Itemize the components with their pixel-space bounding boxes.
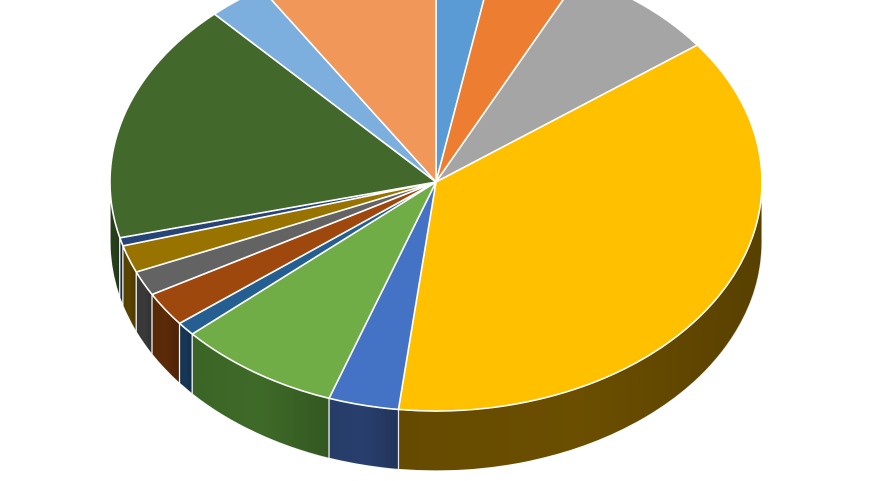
pie-slice-12 — [109, 13, 437, 239]
pie-slice-side-9 — [135, 271, 153, 356]
pie-slice-3 — [435, 0, 699, 183]
pie-slice-13 — [213, 0, 437, 183]
pie-slice-side-5 — [328, 397, 400, 471]
pie-slices — [109, 0, 763, 412]
pie-slice-6 — [191, 181, 437, 400]
pie-slice-side-7 — [178, 322, 193, 395]
pie-slice-side-shade — [192, 334, 330, 459]
pie-slice-4 — [397, 44, 763, 412]
pie-slice-side-shade — [179, 323, 193, 395]
pie-sides — [109, 181, 763, 472]
pie-slice-side-shade — [136, 272, 153, 355]
pie-slice-side-shade — [398, 182, 762, 472]
pie-slice-side-shade — [119, 237, 123, 306]
pie-slice-14 — [270, 0, 437, 183]
pie-slice-side-shade — [152, 294, 180, 384]
pie-slice-side-shade — [329, 398, 399, 470]
